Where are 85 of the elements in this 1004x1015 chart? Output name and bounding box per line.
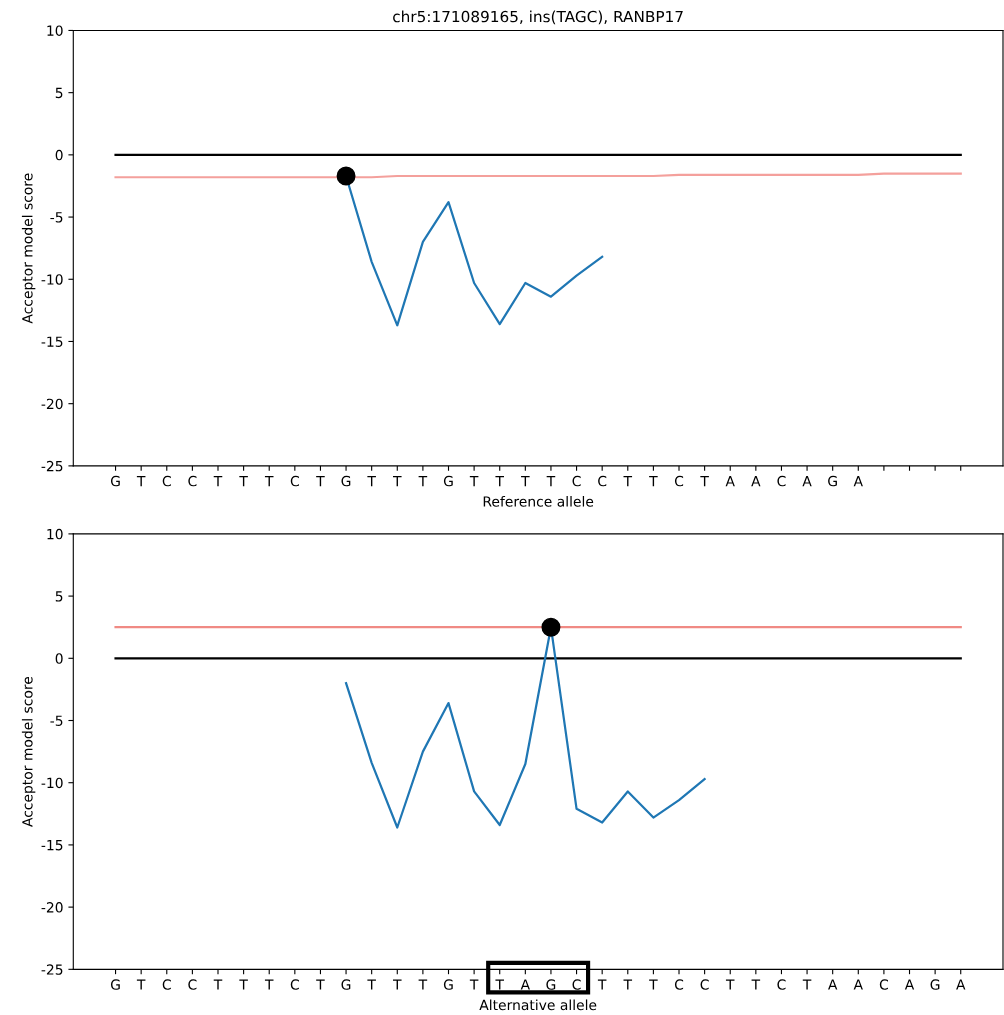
y-axis-title: Acceptor model score xyxy=(21,173,36,324)
chart-title: chr5:171089165, ins(TAGC), RANBP17 xyxy=(393,10,683,25)
y-tick-label: 0 xyxy=(55,149,63,161)
x-tick-label: T xyxy=(239,979,248,990)
y-tick-label: -5 xyxy=(50,715,63,726)
x-tick-label: A xyxy=(751,476,761,487)
x-tick-label: G xyxy=(930,979,940,990)
x-tick-label: T xyxy=(649,979,658,990)
x-tick-label: T xyxy=(623,979,633,990)
y-tick-label: -10 xyxy=(41,274,63,285)
x-tick-label: T xyxy=(802,979,812,990)
x-axis-title: Alternative allele xyxy=(479,999,597,1011)
y-tick-label: -25 xyxy=(41,460,63,472)
x-tick-label: C xyxy=(162,475,171,487)
x-tick-label: T xyxy=(597,979,607,990)
x-tick-label: G xyxy=(110,979,120,990)
x-tick-label: T xyxy=(367,979,376,990)
x-tick-label: T xyxy=(418,476,428,487)
x-tick-label: G xyxy=(443,979,453,990)
x-tick-label: C xyxy=(188,979,197,990)
y-tick-label: 10 xyxy=(47,25,63,36)
x-tick-label: T xyxy=(239,476,248,487)
x-tick-label: C xyxy=(879,979,888,990)
x-tick-label: T xyxy=(136,476,146,487)
x-tick-label: T xyxy=(418,979,428,990)
x-tick-label: C xyxy=(290,475,299,487)
x-tick-label: T xyxy=(751,979,761,990)
x-tick-label: G xyxy=(828,475,837,487)
x-tick-label: C xyxy=(777,979,786,990)
x-tick-label: T xyxy=(136,979,146,990)
x-tick-label: A xyxy=(853,979,863,990)
x-tick-label: T xyxy=(495,476,505,487)
x-tick-label: A xyxy=(904,979,915,990)
x-tick-label: A xyxy=(520,979,530,990)
x-tick-label: C xyxy=(162,979,171,990)
x-tick-label: A xyxy=(725,476,735,487)
y-tick-label: -20 xyxy=(41,902,63,913)
y-tick-label: -25 xyxy=(41,964,63,975)
x-tick-label: T xyxy=(495,979,505,990)
y-axis-title: Acceptor model score xyxy=(21,676,36,827)
x-tick-label: T xyxy=(316,979,325,990)
x-tick-label: T xyxy=(623,476,633,487)
x-tick-label: A xyxy=(802,476,812,487)
x-tick-label: C xyxy=(777,475,786,487)
x-tick-label: G xyxy=(110,475,120,487)
x-tick-label: A xyxy=(956,979,966,990)
y-tick-label: -15 xyxy=(41,336,63,347)
y-tick-label: 5 xyxy=(55,591,63,602)
x-tick-label: T xyxy=(521,476,530,487)
x-tick-label: T xyxy=(546,476,556,487)
x-tick-label: T xyxy=(264,979,274,990)
x-tick-label: T xyxy=(469,979,479,990)
x-tick-label: T xyxy=(393,979,402,990)
x-tick-label: T xyxy=(469,476,479,487)
x-tick-label: C xyxy=(598,475,607,487)
x-tick-label: C xyxy=(188,475,197,487)
y-tick-label: 0 xyxy=(55,653,63,664)
x-axis-title: Reference allele xyxy=(483,495,594,507)
y-tick-label: -5 xyxy=(50,212,63,223)
x-tick-label: C xyxy=(290,979,299,990)
x-tick-label: T xyxy=(725,979,735,990)
x-tick-label: T xyxy=(264,476,274,487)
x-tick-label: G xyxy=(443,475,453,487)
x-tick-label: C xyxy=(700,979,709,990)
x-tick-label: C xyxy=(572,979,581,990)
x-tick-label: T xyxy=(367,476,376,487)
y-tick-label: 10 xyxy=(47,528,63,540)
x-tick-label: T xyxy=(213,476,223,487)
y-tick-label: -20 xyxy=(41,398,63,410)
y-tick-label: -15 xyxy=(41,840,63,851)
x-tick-label: G xyxy=(546,979,556,990)
x-tick-label: T xyxy=(649,476,658,487)
x-tick-label: C xyxy=(674,475,684,487)
x-tick-label: A xyxy=(853,476,863,487)
x-tick-label: C xyxy=(674,979,684,990)
x-tick-label: G xyxy=(341,979,351,990)
x-tick-label: T xyxy=(316,476,325,487)
x-tick-label: T xyxy=(213,979,223,990)
y-tick-label: -10 xyxy=(41,777,63,789)
x-tick-label: T xyxy=(393,476,402,487)
y-tick-label: 5 xyxy=(55,87,63,99)
x-tick-label: A xyxy=(828,979,838,990)
x-tick-label: G xyxy=(341,475,351,487)
x-tick-label: C xyxy=(572,475,581,487)
x-tick-label: T xyxy=(700,476,709,487)
